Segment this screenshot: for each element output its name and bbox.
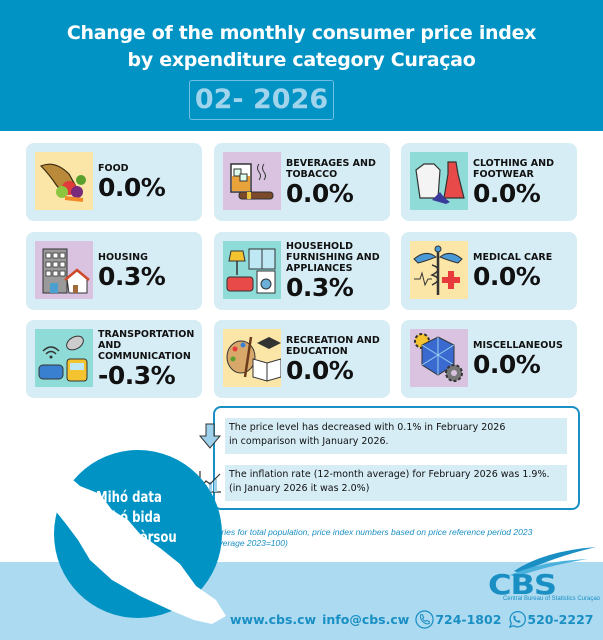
- category-value: -0.3%: [98, 361, 176, 390]
- category-label: CLOTHING AND FOOTWEAR: [473, 157, 554, 180]
- caduceus-icon: [410, 241, 468, 299]
- category-card-food: FOOD 0.0%: [26, 143, 202, 221]
- phone-icon: [415, 610, 434, 629]
- header-banner: Change of the monthly consumer price ind…: [0, 0, 603, 131]
- footnote-line-2: (average 2023=100): [211, 538, 288, 548]
- arrow-down-icon: [198, 423, 222, 449]
- slogan-line-3: Mihó kòrsou: [96, 528, 177, 546]
- category-label: HOUSEHOLD FURNISHING AND APPLIANCES: [286, 241, 380, 274]
- transport-comm-icon: [35, 329, 93, 387]
- clothing-icon: [410, 152, 468, 210]
- category-value: 0.0%: [286, 178, 354, 208]
- slogan: Mihó data Mihó bida Mihó kòrsou: [96, 487, 177, 547]
- category-label: RECREATION AND EDUCATION: [286, 334, 380, 357]
- category-value: 0.0%: [473, 178, 541, 208]
- cbs-logo-subtitle: Central Bureau of Statistics Curaçao: [502, 596, 600, 602]
- category-card-miscellaneous: MISCELLANEOUS 0.0%: [401, 320, 577, 398]
- cbs-logo-swoosh-icon: [510, 547, 596, 577]
- period-badge: 02- 2026: [189, 80, 334, 120]
- category-value: 0.0%: [473, 262, 541, 291]
- title-line-2: by expenditure category Curaçao: [127, 49, 476, 71]
- cbs-logo-text: CBS: [488, 568, 557, 601]
- price-level-text-2: in comparison with January 2026.: [229, 436, 389, 447]
- slogan-line-1: Mihó data: [96, 488, 162, 506]
- inflation-text-2: (in January 2026 it was 2.0%): [229, 483, 370, 494]
- buildings-icon: [35, 241, 93, 299]
- summary-frame: [213, 406, 580, 510]
- category-card-beverages-tobacco: BEVERAGES AND TOBACCO 0.0%: [214, 143, 390, 221]
- whatsapp-number: 520-2227: [527, 612, 594, 627]
- price-level-text-1: The price level has decreased with 0.1% …: [229, 422, 506, 433]
- phone-contact[interactable]: 724-1802: [415, 610, 501, 629]
- contact-bar: www.cbs.cw info@cbs.cw 724-1802 520-2227: [230, 610, 593, 629]
- category-value: 0.0%: [473, 350, 541, 379]
- title-line-1: Change of the monthly consumer price ind…: [66, 22, 537, 44]
- category-label: HOUSING: [98, 252, 148, 263]
- category-value: 0.0%: [286, 355, 354, 385]
- email-link[interactable]: info@cbs.cw: [322, 612, 410, 627]
- whatsapp-contact[interactable]: 520-2227: [507, 610, 593, 629]
- category-card-household-furnishing: HOUSEHOLD FURNISHING AND APPLIANCES 0.3%: [214, 232, 390, 310]
- footnote: Series for total population, price index…: [211, 527, 601, 549]
- category-value: 0.3%: [286, 273, 354, 302]
- phone-number: 724-1802: [435, 612, 502, 627]
- category-label: FOOD: [98, 163, 129, 174]
- category-card-transportation-communication: TRANSPORTATION AND COMMUNICATION -0.3%: [26, 320, 202, 398]
- category-label: MEDICAL CARE: [473, 252, 553, 263]
- category-card-housing: HOUSING 0.3%: [26, 232, 202, 310]
- price-level-note: The price level has decreased with 0.1% …: [225, 418, 567, 454]
- inflation-text-1: The inflation rate (12-month average) fo…: [229, 469, 550, 480]
- category-card-recreation-education: RECREATION AND EDUCATION 0.0%: [214, 320, 390, 398]
- page-title: Change of the monthly consumer price ind…: [0, 20, 603, 74]
- category-card-medical-care: MEDICAL CARE 0.0%: [401, 232, 577, 310]
- whatsapp-icon: [509, 611, 527, 629]
- slogan-line-2: Mihó bida: [96, 508, 161, 526]
- palette-book-icon: [223, 329, 282, 387]
- whiskey-cigar-icon: [223, 152, 281, 210]
- category-label: BEVERAGES AND TOBACCO: [286, 157, 376, 180]
- cornucopia-icon: [35, 152, 93, 210]
- category-label: MISCELLANEOUS: [473, 340, 563, 351]
- category-value: 0.3%: [98, 262, 166, 291]
- gem-gears-icon: [410, 329, 468, 387]
- furniture-icon: [223, 241, 281, 299]
- curacao-island-icon: [42, 472, 226, 624]
- footnote-line-1: Series for total population, price index…: [211, 527, 533, 537]
- category-value: 0.0%: [98, 173, 166, 202]
- category-card-clothing-footwear: CLOTHING AND FOOTWEAR 0.0%: [401, 143, 577, 221]
- category-label: TRANSPORTATION AND COMMUNICATION: [98, 329, 195, 362]
- inflation-note: The inflation rate (12-month average) fo…: [225, 465, 567, 501]
- website-link[interactable]: www.cbs.cw: [230, 612, 317, 627]
